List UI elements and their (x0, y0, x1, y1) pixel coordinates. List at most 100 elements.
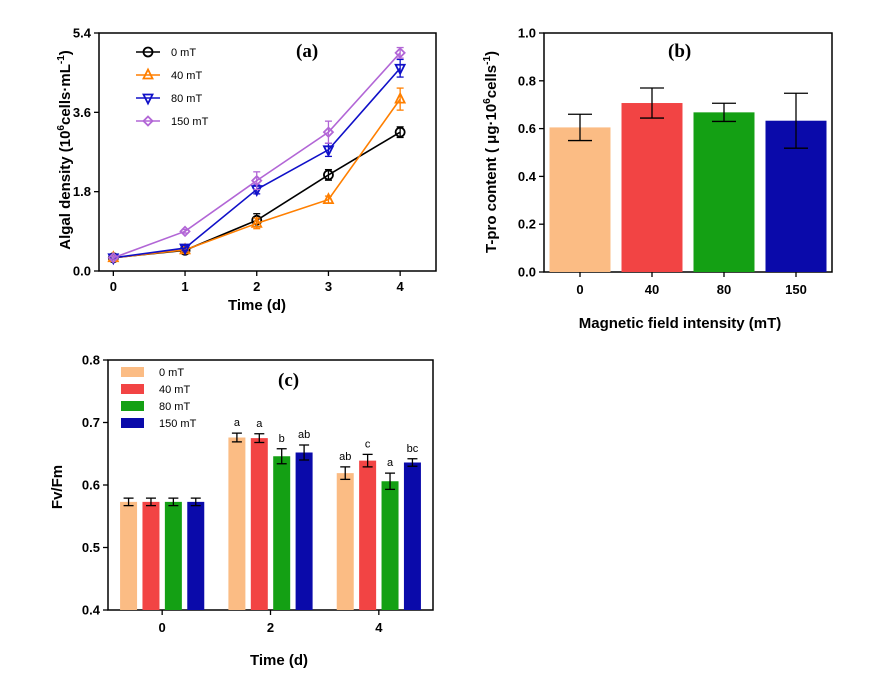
panel-c-legend-label: 0 mT (159, 367, 184, 379)
panel-c-bar (273, 456, 291, 610)
panel-b-y-tick-label: 0.2 (518, 217, 536, 232)
panel-c-bar (187, 501, 205, 610)
panel-b-error-bar (640, 87, 664, 119)
panel-a-ylabel: Algal density (106cells·mL-1) (56, 50, 74, 250)
panel-c-y-tick-label: 0.4 (82, 603, 101, 618)
panel-c-significance-label: bc (407, 443, 419, 455)
panel-b-x-tick-label: 80 (717, 282, 731, 297)
panel-c-xlabel: Time (d) (250, 652, 308, 669)
panel-c-bar (359, 460, 377, 610)
panel-c-bar (164, 501, 182, 610)
panel-b-error-bar (784, 92, 808, 149)
panel-c-bar (403, 462, 421, 610)
panel-b-y-tick-label: 0.0 (518, 265, 536, 280)
panel-b-y-tick-label: 0.6 (518, 121, 536, 136)
panel-a-y-tick-label: 3.6 (73, 105, 91, 120)
panel-a-frame (98, 32, 437, 272)
panel-b-title: (b) (668, 41, 691, 62)
panel-c-legend-swatch (121, 418, 144, 428)
panel-a-title: (a) (296, 41, 318, 62)
panel-c-y-tick-label: 0.5 (82, 540, 100, 555)
panel-a-point (179, 225, 191, 238)
panel-c-x-tick-label: 4 (375, 620, 383, 635)
panel-a-point (323, 169, 334, 181)
panel-c-error-bar (254, 433, 265, 444)
panel-c-grouped-bar-chart: (c) Time (d) Fv/Fm 0.4 0.5 0.6 0.7 0.8 0 2 4 a a… (49, 353, 434, 669)
panel-c-significance-label: b (279, 433, 285, 445)
panel-c-y-tick-label: 0.7 (82, 415, 100, 430)
panel-a-legend-label: 80 mT (171, 93, 202, 105)
panel-c-error-bar (168, 497, 179, 507)
panel-c-bar (142, 501, 160, 610)
panel-c-error-bar (190, 497, 201, 507)
panel-a-x-tick-label: 2 (253, 279, 260, 294)
panel-c-bar (381, 481, 399, 610)
panel-c-error-bar (362, 453, 373, 468)
panel-c-significance-label: a (387, 457, 394, 469)
panel-a-legend-marker (142, 115, 154, 127)
panel-c-bar (250, 438, 268, 610)
panel-c-y-tick-label: 0.6 (82, 478, 100, 493)
panel-c-legend-label: 80 mT (159, 401, 190, 413)
panel-c-bar (228, 437, 246, 610)
panel-a-x-tick-label: 1 (181, 279, 188, 294)
panel-b-y-tick-label: 0.8 (518, 73, 536, 88)
panel-c-error-bar (276, 448, 287, 465)
panel-a-series-2 (107, 58, 407, 266)
panel-c-legend-swatch (121, 367, 144, 377)
panel-c-x-tick-label: 2 (267, 620, 274, 635)
panel-b-bar-0 (549, 127, 611, 272)
panel-a-point (394, 126, 406, 138)
panel-c-x-tick-label: 0 (159, 620, 166, 635)
panel-c-significance-label: c (365, 438, 371, 450)
panel-b-bar-40 (621, 103, 683, 272)
panel-b-xlabel: Magnetic field intensity (mT) (579, 315, 782, 332)
panel-a-point (322, 145, 335, 158)
panel-c-error-bar (340, 466, 351, 481)
panel-a-x-tick-label: 3 (325, 279, 332, 294)
panel-c-significance-label: ab (298, 429, 310, 441)
panel-c-error-bar (299, 444, 310, 461)
panel-c-legend-swatch (121, 384, 144, 394)
panel-a-xlabel: Time (d) (228, 297, 286, 314)
panel-b-bar-chart: (b) Magnetic field intensity (mT) T-pro … (482, 26, 833, 332)
panel-a-point (107, 252, 120, 264)
panel-c-bar (120, 501, 138, 610)
panel-a-legend-label: 150 mT (171, 116, 209, 128)
panel-a-point (322, 192, 335, 205)
panel-a-point (250, 215, 263, 228)
panel-b-x-tick-label: 150 (785, 282, 807, 297)
panel-c-legend-swatch (121, 401, 144, 411)
panel-a-point (250, 174, 263, 187)
panel-b-bar-80 (693, 112, 755, 273)
panel-c-error-bar (231, 432, 242, 443)
panel-a-legend-label: 0 mT (171, 47, 196, 59)
panel-a-point (394, 91, 407, 104)
panel-c-bar (295, 452, 313, 610)
panel-a-legend-marker (142, 93, 154, 106)
panel-b-frame (543, 32, 833, 273)
panel-b-x-tick-label: 40 (645, 282, 659, 297)
panel-c-legend-label: 150 mT (159, 418, 197, 430)
panel-c-error-bar (407, 458, 418, 467)
panel-b-error-bar (568, 113, 592, 142)
panel-b-y-tick-label: 0.4 (518, 169, 537, 184)
panel-c-title: (c) (278, 370, 299, 391)
panel-a-line-2 (113, 67, 401, 259)
panel-a-point (394, 63, 407, 76)
panel-a-point (179, 243, 191, 256)
panel-a-point (394, 47, 406, 59)
panel-c-legend-label: 40 mT (159, 384, 190, 396)
panel-b-y-tick-label: 1.0 (518, 26, 536, 41)
panel-a-series-3 (107, 46, 406, 264)
panel-c-ylabel: Fv/Fm (49, 465, 66, 509)
panel-a-x-tick-label: 4 (397, 279, 405, 294)
panel-a-point (322, 126, 335, 138)
panel-c-significance-label: a (234, 417, 241, 429)
panel-b-error-bar (712, 102, 736, 123)
panel-a-x-tick-label: 0 (110, 279, 117, 294)
panel-c-error-bar (123, 497, 134, 507)
panel-c-significance-label: ab (339, 451, 351, 463)
panel-a-error-bar (253, 171, 261, 191)
